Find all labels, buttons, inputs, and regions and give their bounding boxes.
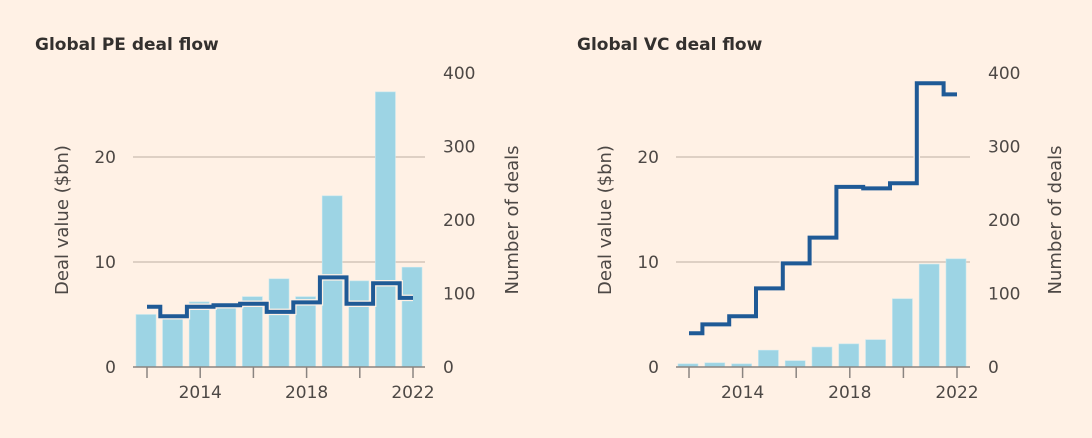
bar-2018 <box>838 343 860 368</box>
bar-2019 <box>321 195 343 368</box>
right-axis-tick-label: 200 <box>988 211 1020 231</box>
left-axis-tick-label: 20 <box>94 148 116 168</box>
right-axis-tick-label: 0 <box>443 358 454 378</box>
left-axis-title: Deal value ($bn) <box>595 145 616 295</box>
chart-panel-1: Global PE deal flow010200100200300400201… <box>35 35 523 403</box>
chart-title: Global PE deal flow <box>35 35 219 55</box>
bar-2021 <box>918 263 940 368</box>
bar-2017 <box>811 346 833 368</box>
bar-2015 <box>215 304 237 368</box>
bar-2019 <box>865 339 886 368</box>
left-axis-tick-label: 10 <box>637 253 659 273</box>
bar-2020 <box>892 298 913 368</box>
bar-2014 <box>188 301 210 368</box>
bar-2015 <box>758 349 779 368</box>
right-axis-title: Number of deals <box>1045 145 1066 294</box>
chart-panel-2: Global VC deal flow010200100200300400201… <box>577 35 1066 403</box>
right-axis-title: Number of deals <box>502 145 523 294</box>
right-axis-tick-label: 100 <box>443 285 475 305</box>
deal-count-line <box>689 81 957 336</box>
bar-2016 <box>242 296 263 368</box>
right-axis-tick-label: 200 <box>443 211 475 231</box>
right-axis-tick-label: 100 <box>988 285 1020 305</box>
bar-2012 <box>135 314 157 368</box>
x-tick-label: 2018 <box>828 383 871 403</box>
chart-title: Global VC deal flow <box>577 35 763 55</box>
right-axis-tick-label: 0 <box>988 358 999 378</box>
x-tick-label: 2022 <box>935 383 978 403</box>
right-axis-tick-label: 300 <box>443 138 475 158</box>
left-axis-tick-label: 0 <box>648 358 659 378</box>
right-axis-tick-label: 400 <box>443 64 475 84</box>
left-axis-tick-label: 10 <box>94 253 116 273</box>
x-tick-label: 2014 <box>721 383 764 403</box>
right-axis-tick-label: 300 <box>988 138 1020 158</box>
bar-2022 <box>401 266 423 368</box>
left-axis-tick-label: 20 <box>637 148 659 168</box>
bar-2017 <box>268 278 290 368</box>
x-tick-label: 2014 <box>179 383 222 403</box>
bar-2020 <box>348 280 370 368</box>
bar-2022 <box>945 258 967 368</box>
bar-2018 <box>295 296 316 368</box>
bar-2021 <box>375 91 396 368</box>
x-tick-label: 2018 <box>285 383 328 403</box>
left-axis-tick-label: 0 <box>105 358 116 378</box>
right-axis-tick-label: 400 <box>988 64 1020 84</box>
left-axis-title: Deal value ($bn) <box>52 145 73 295</box>
deal-count-line <box>147 275 413 319</box>
bar-2016 <box>784 360 806 368</box>
bar-2013 <box>162 316 183 368</box>
x-tick-label: 2022 <box>391 383 434 403</box>
